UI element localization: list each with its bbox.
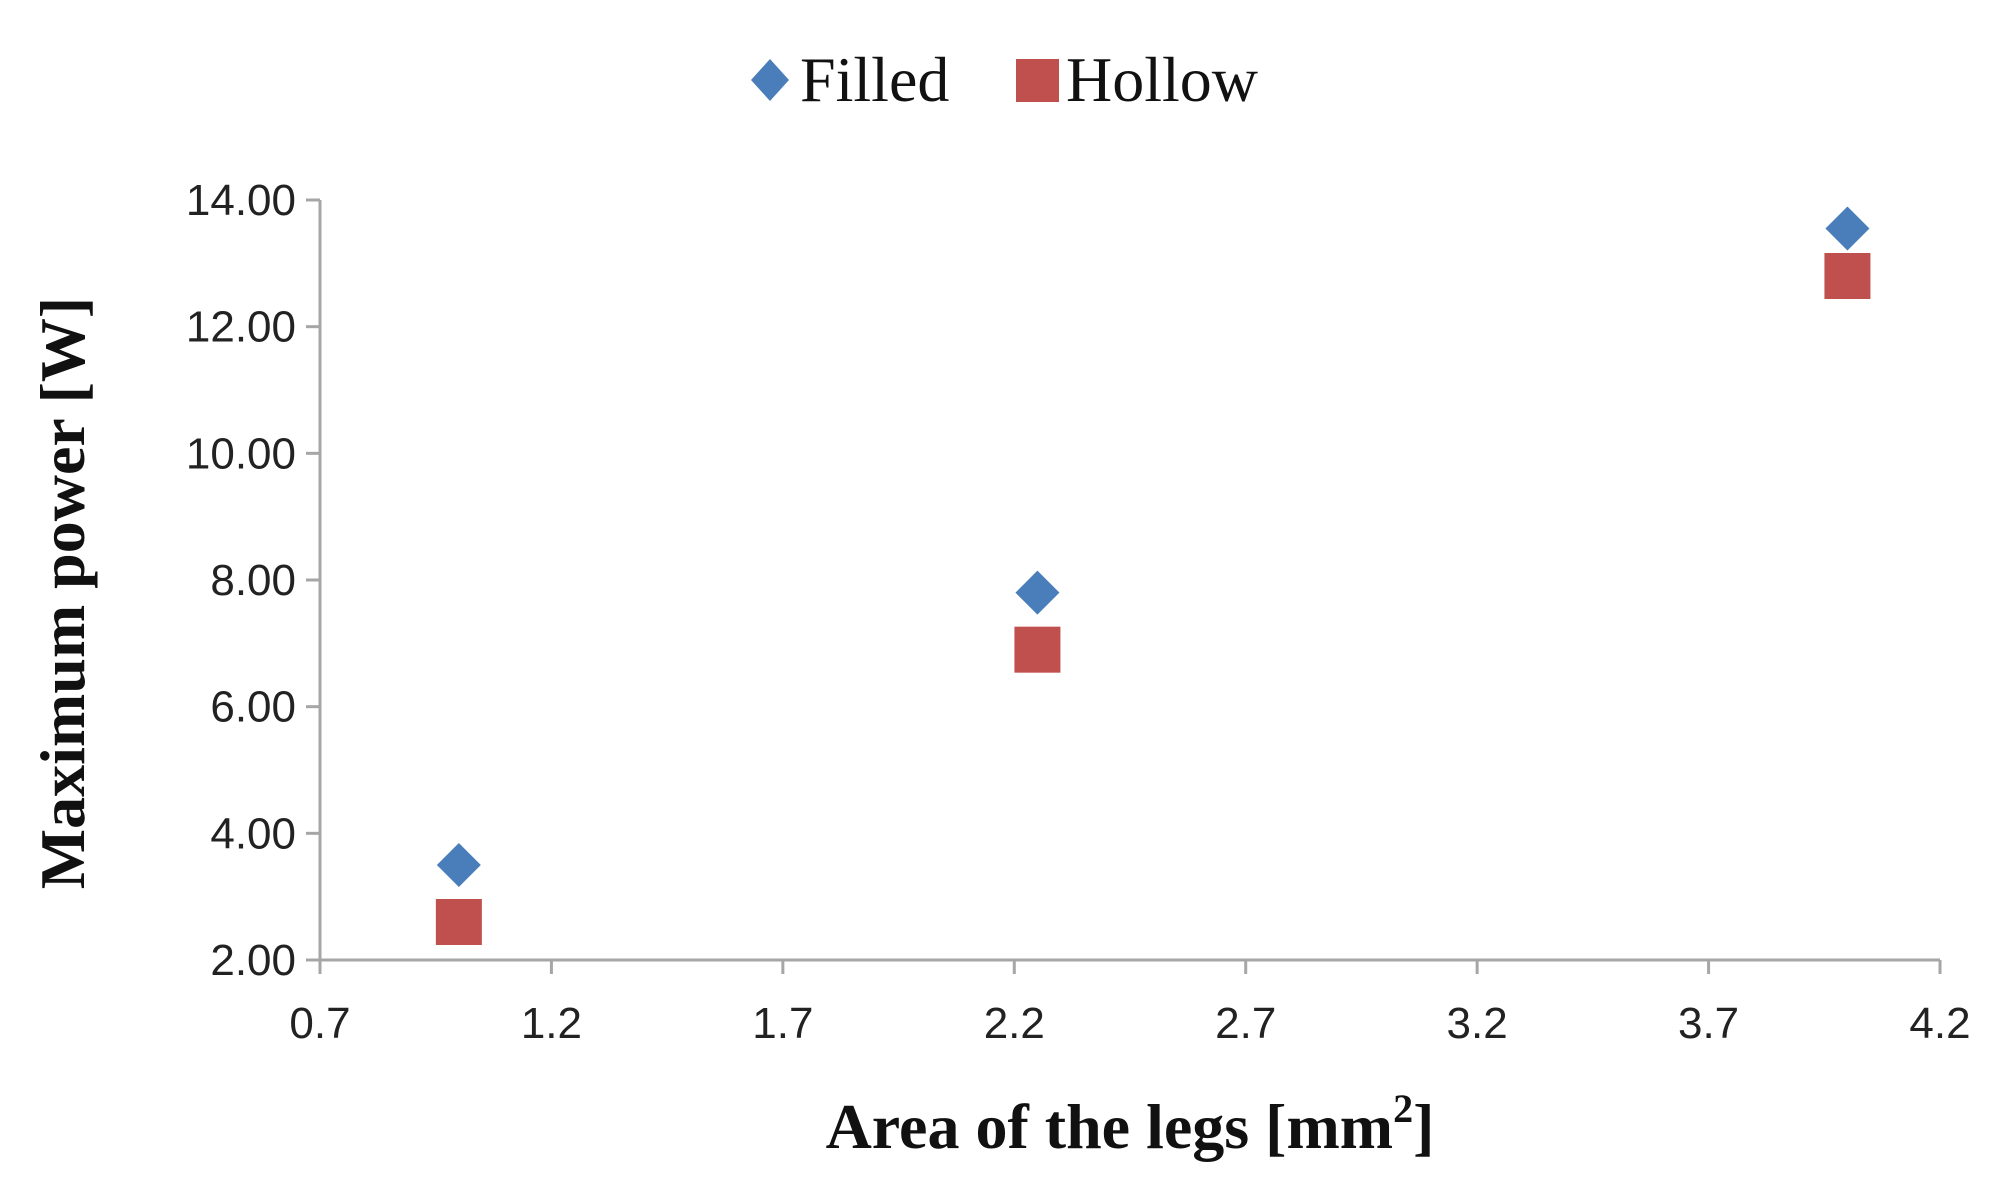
y-tick-label: 14.00	[186, 176, 296, 225]
y-axis-title: Maximum power [W]	[27, 297, 98, 890]
y-tick-label: 10.00	[186, 429, 296, 478]
y-tick-label: 8.00	[210, 556, 296, 605]
y-tick-label: 6.00	[210, 683, 296, 732]
legend-marker-filled	[751, 59, 789, 101]
y-tick-label: 2.00	[210, 936, 296, 985]
x-tick-label: 0.7	[289, 999, 350, 1048]
x-axis-title: Area of the legs [mm2]	[826, 1086, 1435, 1162]
x-tick-label: 2.2	[984, 999, 1045, 1048]
x-axis-title-end: ]	[1413, 1091, 1434, 1162]
x-axis-title-main: Area of the legs [mm	[826, 1091, 1394, 1162]
legend-item-hollow: Hollow	[1016, 44, 1258, 115]
point-filled	[1015, 570, 1060, 615]
y-axis-ticks: 2.00 4.00 6.00 8.00 10.00 12.00 14.00	[186, 176, 320, 985]
legend-item-filled: Filled	[751, 44, 949, 115]
x-tick-label: 3.2	[1447, 999, 1508, 1048]
data-points	[435, 206, 1871, 945]
x-tick-label: 3.7	[1678, 999, 1739, 1048]
y-tick-label: 4.00	[210, 809, 296, 858]
x-tick-label: 1.7	[752, 999, 813, 1048]
x-tick-label: 4.2	[1909, 999, 1970, 1048]
legend-label-hollow: Hollow	[1066, 44, 1258, 115]
legend-label-filled: Filled	[800, 44, 949, 115]
y-tick-label: 12.00	[186, 303, 296, 352]
x-axis-ticks: 0.7 1.2 1.7 2.2 2.7 3.2 3.7 4.2	[289, 960, 1971, 1048]
point-hollow	[1824, 253, 1871, 299]
point-filled	[1825, 206, 1870, 251]
legend-marker-hollow	[1016, 59, 1059, 102]
x-axis-title-superscript: 2	[1393, 1086, 1413, 1131]
x-tick-label: 1.2	[521, 999, 582, 1048]
legend: Filled Hollow	[751, 44, 1258, 115]
point-hollow	[435, 899, 482, 945]
point-hollow	[1014, 626, 1061, 673]
point-filled	[436, 843, 481, 887]
x-tick-label: 2.7	[1215, 999, 1276, 1048]
